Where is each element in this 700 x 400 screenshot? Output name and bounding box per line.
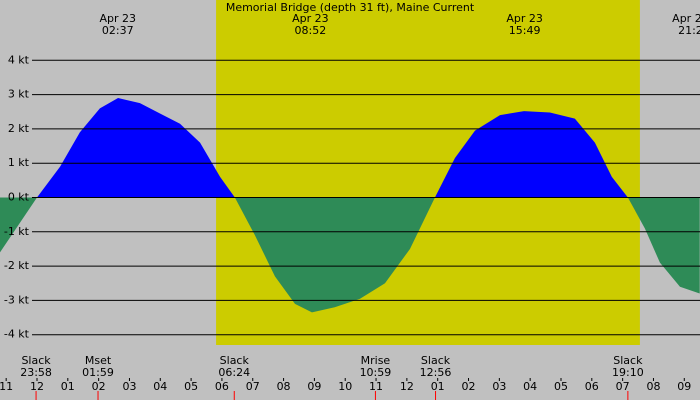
- x-tick-label: 01: [61, 380, 75, 393]
- x-tick-label: 04: [153, 380, 167, 393]
- y-tick-label: 3 kt: [8, 88, 30, 101]
- x-tick-label: 09: [677, 380, 691, 393]
- x-tick-label: 12: [30, 380, 44, 393]
- x-tick-label: 07: [616, 380, 630, 393]
- event-name: Slack: [220, 354, 250, 367]
- y-tick-label: 4 kt: [8, 53, 30, 66]
- event-time: 23:58: [20, 366, 52, 379]
- x-tick-label: 05: [184, 380, 198, 393]
- top-time: 02:37: [102, 24, 134, 37]
- x-tick-label: 11: [369, 380, 383, 393]
- x-tick-label: 02: [92, 380, 106, 393]
- chart-title: Memorial Bridge (depth 31 ft), Maine Cur…: [226, 1, 475, 14]
- event-time: 01:59: [82, 366, 114, 379]
- y-tick-label: -2 kt: [4, 259, 30, 272]
- x-tick-label: 09: [307, 380, 321, 393]
- x-tick-label: 11: [0, 380, 13, 393]
- x-tick-label: 04: [523, 380, 537, 393]
- x-tick-label: 10: [338, 380, 352, 393]
- event-name: Mset: [85, 354, 112, 367]
- top-time: 21:2: [678, 24, 700, 37]
- event-name: Mrise: [361, 354, 391, 367]
- y-tick-label: -4 kt: [4, 328, 30, 341]
- top-date: Apr 23: [99, 12, 136, 25]
- top-date: Apr 23: [292, 12, 329, 25]
- x-tick-label: 03: [122, 380, 136, 393]
- event-name: Slack: [421, 354, 451, 367]
- x-tick-label: 08: [277, 380, 291, 393]
- top-date: Apr 23: [672, 12, 700, 25]
- x-tick-label: 12: [400, 380, 414, 393]
- y-tick-label: 1 kt: [8, 156, 30, 169]
- x-tick-label: 03: [492, 380, 506, 393]
- x-tick-label: 06: [215, 380, 229, 393]
- x-tick-label: 05: [554, 380, 568, 393]
- x-tick-label: 02: [462, 380, 476, 393]
- ebb-area: [0, 197, 700, 313]
- x-tick-label: 06: [585, 380, 599, 393]
- event-time: 19:10: [612, 366, 644, 379]
- x-tick-label: 08: [646, 380, 660, 393]
- top-time: 08:52: [295, 24, 327, 37]
- x-tick-label: 01: [431, 380, 445, 393]
- event-name: Slack: [21, 354, 51, 367]
- event-time: 10:59: [360, 366, 392, 379]
- top-date: Apr 23: [506, 12, 543, 25]
- top-time: 15:49: [509, 24, 541, 37]
- y-tick-label: -1 kt: [4, 225, 30, 238]
- event-time: 06:24: [218, 366, 250, 379]
- y-tick-label: -3 kt: [4, 293, 30, 306]
- y-tick-label: 2 kt: [8, 122, 30, 135]
- y-tick-label: 0 kt: [8, 191, 30, 204]
- event-name: Slack: [613, 354, 643, 367]
- flood-area: [0, 98, 700, 198]
- event-time: 12:56: [420, 366, 452, 379]
- x-tick-label: 07: [246, 380, 260, 393]
